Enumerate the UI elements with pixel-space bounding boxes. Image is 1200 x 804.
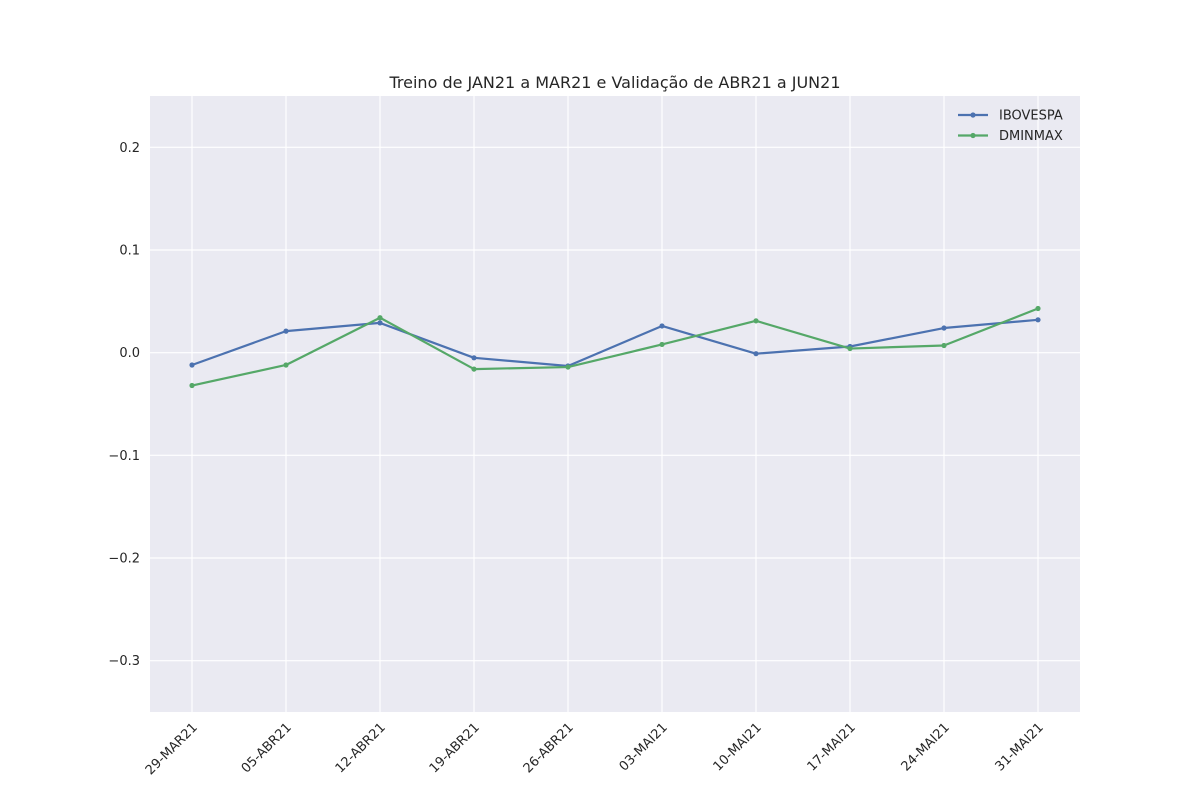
data-point [283, 328, 289, 334]
series-lines [189, 305, 1041, 389]
series-line [191, 307, 1039, 387]
series-ibovespa [189, 317, 1041, 369]
legend-item: DMINMAX [958, 129, 1063, 144]
plot-area [150, 96, 1080, 712]
data-point [189, 382, 195, 389]
legend-point-marker [970, 132, 976, 139]
data-point [753, 351, 759, 357]
legend-label: IBOVESPA [999, 109, 1063, 124]
data-point [753, 318, 759, 324]
y-axis-tick-labels: 0.2 0.1 0.0 −0.1 −0.2 −0.3 [108, 141, 140, 669]
data-point [847, 345, 853, 352]
data-point [377, 315, 383, 321]
legend: IBOVESPA DMINMAX [958, 109, 1063, 144]
legend-point-marker [970, 112, 976, 118]
data-point [565, 364, 571, 370]
y-tick-label: −0.1 [108, 449, 140, 464]
y-tick-label: 0.0 [119, 346, 140, 361]
y-tick-label: −0.2 [108, 552, 140, 567]
data-point [471, 366, 477, 372]
y-tick-label: 0.1 [119, 244, 140, 259]
data-point [659, 323, 665, 329]
legend-item: IBOVESPA [958, 109, 1063, 124]
data-point [941, 342, 947, 349]
legend-label: DMINMAX [999, 129, 1063, 144]
data-point [1035, 317, 1041, 323]
data-point [659, 341, 665, 348]
chart-title: Treino de JAN21 a MAR21 e Validação de A… [388, 73, 840, 92]
series-line [191, 318, 1039, 368]
data-point [1035, 305, 1041, 312]
data-point [377, 320, 383, 326]
y-tick-label: 0.2 [119, 141, 140, 156]
data-point [941, 325, 947, 331]
data-point [283, 362, 289, 368]
grid-lines [150, 96, 1080, 712]
data-point [189, 362, 195, 368]
y-tick-label: −0.3 [108, 654, 140, 669]
series-dminmax [189, 305, 1041, 389]
data-point [471, 355, 477, 361]
